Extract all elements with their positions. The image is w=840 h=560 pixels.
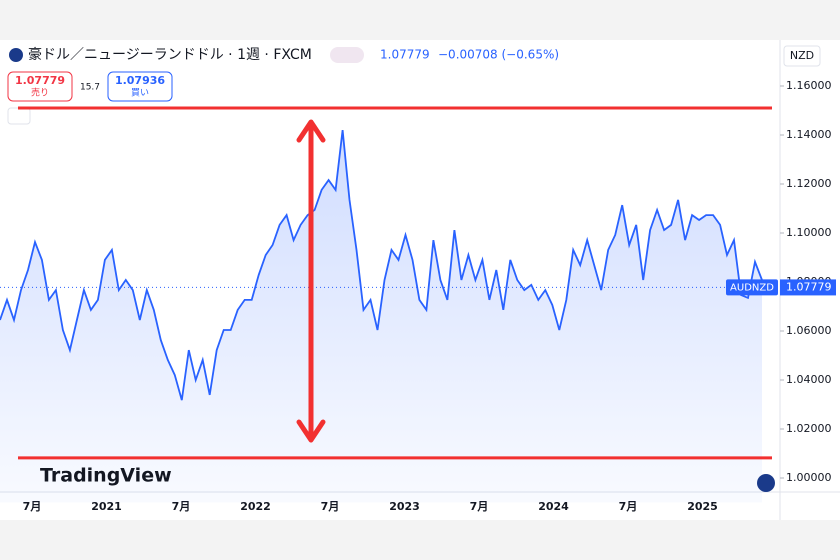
y-tick-label: 1.06000 [786, 324, 832, 337]
x-tick-label: 2021 [91, 500, 122, 513]
y-tick-label: 1.14000 [786, 128, 832, 141]
y-tick-label: 1.16000 [786, 79, 832, 92]
last-price-tag [780, 279, 836, 296]
x-tick-label: 7月 [23, 500, 42, 513]
symbol-tag [726, 279, 778, 296]
last-price-label: 1.07779 [786, 280, 832, 293]
buy-label: 買い [131, 88, 149, 99]
x-tick-label: 7月 [619, 500, 638, 513]
x-tick-label: 7月 [321, 500, 340, 513]
x-tick-label: 7月 [470, 500, 489, 513]
chart-title: 豪ドル／ニュージーランドドル · 1週 · FXCM [28, 47, 312, 63]
x-tick-label: 2023 [389, 500, 420, 513]
sell-button[interactable] [7, 71, 73, 102]
y-tick-label: 1.12000 [786, 177, 832, 190]
currency-button[interactable] [783, 45, 821, 67]
buy-price: 1.07936 [115, 74, 165, 87]
top-margin [0, 0, 840, 40]
sell-label: 売り [31, 87, 49, 99]
x-tick-label: 2024 [538, 500, 569, 513]
sell-price: 1.07779 [15, 74, 65, 87]
status-pill [330, 47, 364, 63]
flag-icon [9, 48, 23, 62]
x-tick-label: 2025 [687, 500, 718, 513]
x-tick-label: 7月 [172, 500, 191, 513]
change: −0.00708 (−0.65%) [438, 48, 559, 62]
flag-icon [757, 474, 775, 492]
logo: TradingView [40, 465, 172, 487]
collapse-button[interactable] [7, 107, 31, 125]
bottom-margin [0, 520, 840, 560]
currency: NZD [790, 49, 814, 62]
price: 1.07779 [380, 48, 430, 62]
y-tick-label: 1.02000 [786, 422, 832, 435]
x-tick-label: 2022 [240, 500, 271, 513]
spread: 15.7 [80, 83, 100, 93]
y-tick-label: 1.04000 [786, 373, 832, 386]
buy-button[interactable] [107, 71, 173, 102]
area-fill [0, 130, 762, 503]
y-tick-label: 1.00000 [786, 471, 832, 484]
plot: 1.000001.020001.040001.060001.080001.100… [0, 79, 836, 513]
line [0, 129, 763, 401]
symbol: AUDNZD [730, 282, 774, 293]
arrow-head [296, 119, 326, 143]
y-tick-label: 1.10000 [786, 226, 832, 239]
arrow-head [296, 419, 326, 443]
